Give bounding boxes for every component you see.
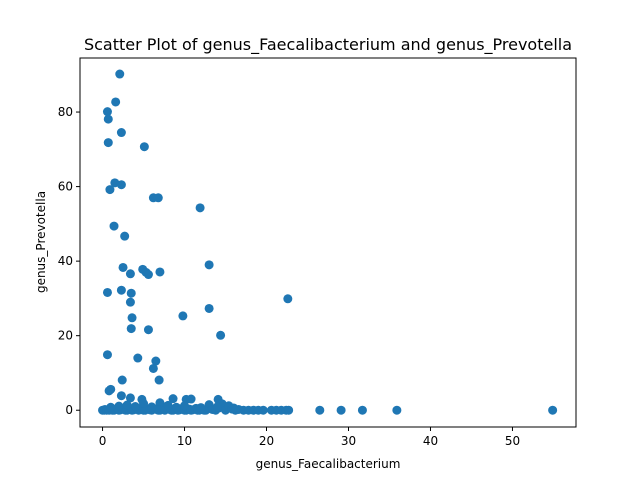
scatter-point: [143, 325, 153, 335]
scatter-point: [178, 311, 188, 321]
scatter-point: [186, 405, 196, 415]
scatter-point: [258, 405, 268, 415]
ticks-layer: 0 10 20 30 40 50 0 20 40 60 80: [58, 105, 520, 448]
scatter-point: [155, 267, 165, 277]
scatter-point: [212, 402, 222, 412]
scatter-point: [106, 402, 116, 412]
scatter-point: [111, 97, 121, 107]
x-tick-label: 40: [423, 434, 438, 448]
y-tick-label: 20: [58, 329, 73, 343]
scatter-point: [127, 313, 137, 323]
scatter-point: [125, 269, 135, 279]
y-tick-label: 60: [58, 180, 73, 194]
scatter-point: [171, 402, 181, 412]
y-tick-label: 40: [58, 254, 73, 268]
scatter-point: [102, 350, 112, 360]
scatter-point: [105, 185, 115, 195]
scatter-point: [102, 287, 112, 297]
y-axis-label: genus_Prevotella: [34, 191, 48, 293]
plot-frame: [79, 57, 577, 428]
x-tick-label: 30: [341, 434, 356, 448]
scatter-point: [103, 138, 113, 148]
scatter-point: [195, 203, 205, 213]
scatter-point: [204, 260, 214, 270]
scatter-point: [392, 405, 402, 415]
scatter-point: [126, 324, 136, 334]
y-tick-label: 0: [65, 403, 73, 417]
scatter-point: [154, 375, 164, 385]
y-tick-label: 80: [58, 105, 73, 119]
scatter-point: [151, 356, 161, 366]
scatter-point: [315, 405, 325, 415]
scatter-point: [548, 405, 558, 415]
scatter-point: [180, 401, 190, 411]
x-tick-label: 50: [505, 434, 520, 448]
scatter-point: [148, 363, 158, 373]
scatter-point: [102, 107, 112, 117]
scatter-point: [103, 114, 113, 124]
scatter-point: [147, 402, 157, 412]
scatter-point: [116, 180, 126, 190]
scatter-point: [216, 330, 226, 340]
scatter-point: [126, 288, 136, 298]
scatter-point: [336, 405, 346, 415]
points-layer: [98, 69, 558, 415]
scatter-point: [139, 142, 149, 152]
scatter-point: [143, 270, 153, 280]
scatter-point: [284, 405, 294, 415]
scatter-point: [116, 391, 126, 401]
scatter-point: [283, 294, 293, 304]
scatter-point: [116, 285, 126, 295]
x-tick-label: 10: [177, 434, 192, 448]
x-axis-label: genus_Faecalibacterium: [256, 457, 401, 471]
scatter-point: [125, 297, 135, 307]
scatter-point: [118, 262, 128, 272]
scatter-point: [122, 400, 132, 410]
scatter-point: [186, 394, 196, 404]
scatter-point: [116, 128, 126, 138]
scatter-point: [357, 405, 367, 415]
scatter-point: [115, 69, 125, 79]
x-tick-label: 0: [99, 434, 107, 448]
scatter-point: [104, 386, 114, 396]
scatter-point: [130, 402, 140, 411]
scatter-point: [229, 403, 239, 413]
chart-title: Scatter Plot of genus_Faecalibacterium a…: [84, 35, 572, 55]
scatter-point: [153, 193, 163, 203]
scatter-point: [109, 221, 119, 231]
scatter-point: [125, 393, 135, 403]
scatter-point: [168, 394, 178, 404]
scatter-point: [117, 375, 127, 385]
scatter-point: [196, 403, 206, 413]
scatter-point: [139, 399, 149, 409]
scatter-point: [204, 303, 214, 313]
scatter-point: [133, 353, 143, 363]
scatter-point: [120, 231, 130, 241]
scatter-point: [163, 400, 173, 410]
x-tick-label: 20: [259, 434, 274, 448]
scatter-point: [114, 401, 124, 411]
